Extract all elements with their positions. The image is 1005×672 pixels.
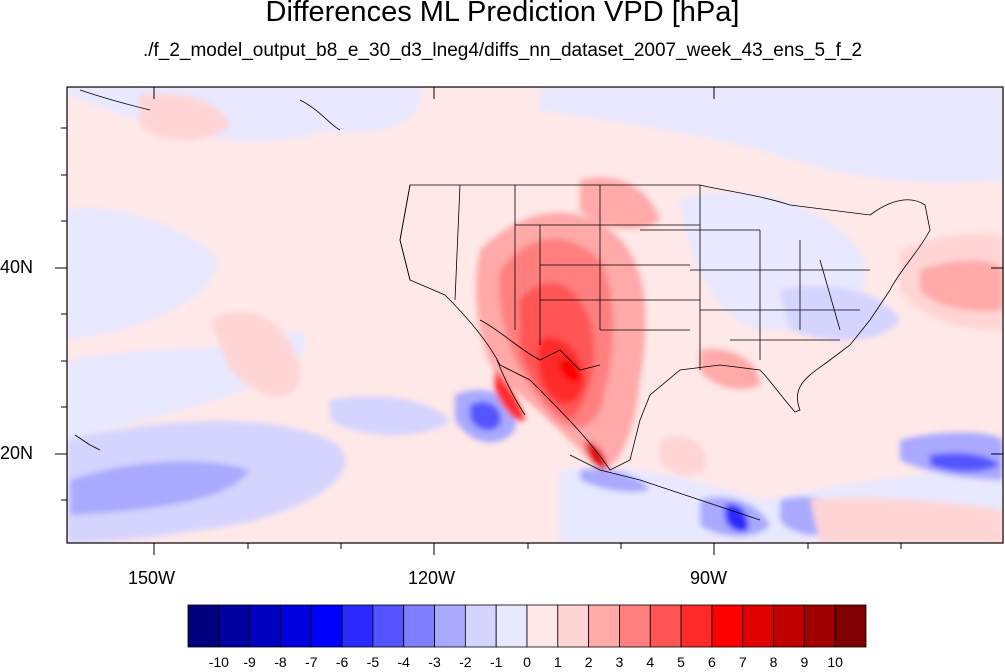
- colorbar-swatch: [588, 604, 620, 648]
- colorbar-swatch: [434, 604, 466, 648]
- y-ticks: [55, 127, 1003, 501]
- colorbar-label: -5: [366, 654, 380, 670]
- plot-title: Differences ML Prediction VPD [hPa]: [265, 0, 740, 28]
- colorbar-label: -3: [428, 654, 441, 670]
- colorbar-swatch: [619, 604, 651, 648]
- colorbar-label: 1: [553, 654, 562, 670]
- colorbar-label: -2: [459, 654, 472, 670]
- x-tick-label-90w: 90W: [690, 568, 728, 588]
- colorbar-label: 4: [646, 654, 655, 670]
- colorbar-swatch: [803, 604, 836, 648]
- colorbar-swatch: [773, 604, 805, 648]
- colorbar-label: 3: [615, 654, 624, 670]
- colorbar-label: 0: [523, 654, 531, 670]
- map-frame: [66, 86, 1004, 544]
- x-ticks: [153, 87, 902, 555]
- y-tick-label-40n: 40N: [0, 257, 34, 277]
- colorbar: [187, 604, 867, 648]
- colorbar-label: -10: [208, 654, 229, 670]
- difference-field: [67, 87, 1003, 543]
- colorbar-label: 6: [708, 654, 716, 670]
- colorbar-swatch: [218, 604, 251, 648]
- colorbar-swatch: [372, 604, 405, 648]
- colorbar-swatch: [187, 604, 220, 648]
- colorbar-swatch: [526, 604, 559, 648]
- colorbar-label: 8: [769, 654, 778, 670]
- colorbar-label: -6: [335, 654, 349, 670]
- coastlines: [74, 89, 931, 521]
- colorbar-label: 9: [800, 654, 809, 670]
- colorbar-label: -4: [397, 654, 410, 670]
- y-tick-label-20n: 20N: [0, 443, 34, 463]
- colorbar-swatch: [464, 604, 497, 648]
- colorbar-label: 5: [677, 654, 685, 670]
- colorbar-label: -7: [305, 654, 318, 670]
- colorbar-label: -8: [274, 654, 287, 670]
- plot-subtitle: ./f_2_model_output_b8_e_30_d3_lneg4/diff…: [142, 40, 863, 61]
- colorbar-swatch: [280, 604, 312, 648]
- colorbar-label: -9: [243, 654, 256, 670]
- colorbar-swatch: [680, 604, 713, 648]
- colorbar-swatch: [249, 604, 281, 648]
- colorbar-label: 7: [738, 654, 747, 670]
- x-tick-label-150w: 150W: [128, 568, 176, 588]
- colorbar-swatch: [834, 604, 867, 648]
- colorbar-label: 2: [584, 654, 593, 670]
- colorbar-swatch: [341, 604, 374, 648]
- colorbar-swatch: [649, 604, 682, 648]
- colorbar-swatch: [742, 604, 774, 648]
- colorbar-label: 10: [827, 654, 843, 670]
- colorbar-label: -1: [489, 654, 503, 670]
- colorbar-swatch: [557, 604, 590, 648]
- colorbar-swatch: [711, 604, 744, 648]
- x-tick-label-120w: 120W: [408, 568, 456, 588]
- colorbar-swatch: [495, 604, 528, 648]
- colorbar-swatch: [310, 604, 343, 648]
- colorbar-swatch: [403, 604, 435, 648]
